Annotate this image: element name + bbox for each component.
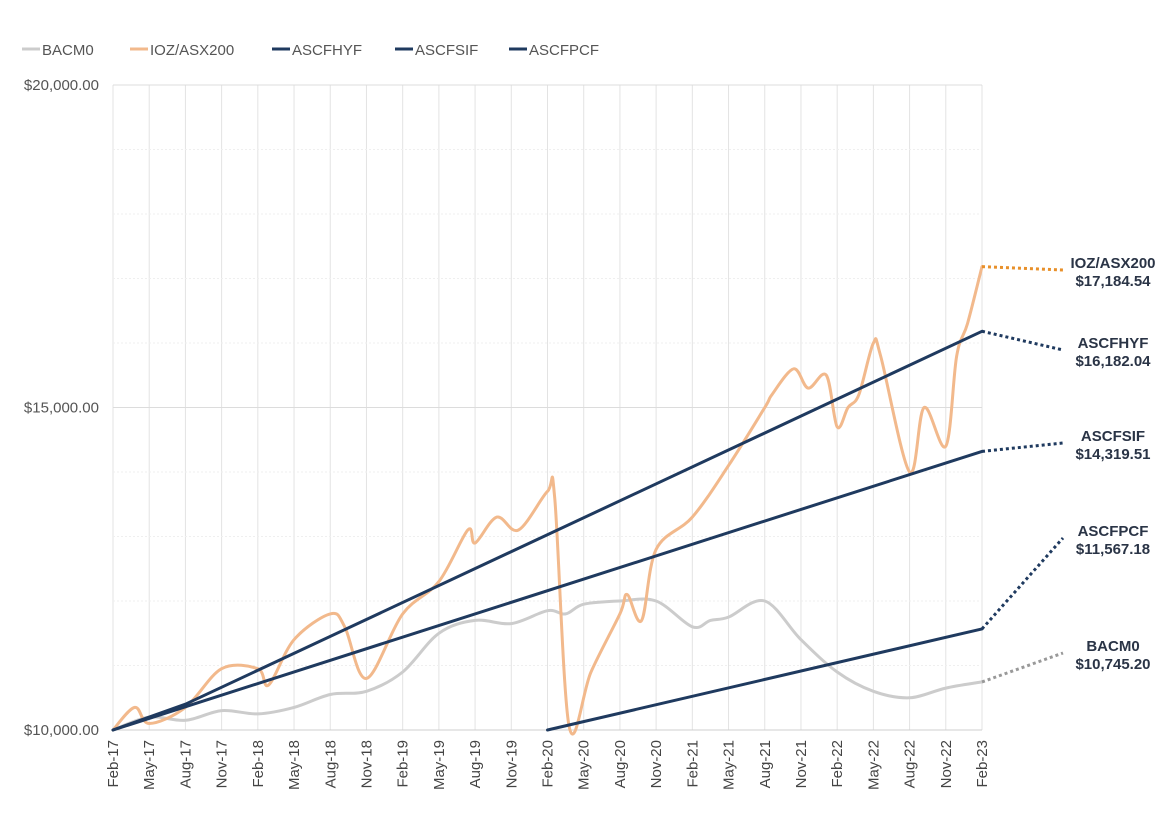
- annotation-label-bacm0: BACM0: [1086, 638, 1139, 655]
- annotation-leader-ascfpcf: [980, 537, 1065, 630]
- x-tick-label: Aug-20: [612, 740, 629, 788]
- annotation-value-ascfsif: $14,319.51: [1075, 446, 1150, 463]
- annotation-value-ascfpcf: $11,567.18: [1076, 541, 1150, 558]
- x-tick-label: May-21: [721, 740, 738, 790]
- y-tick-label: $20,000.00: [24, 77, 99, 94]
- legend-label-ascfpcf: ASCFPCF: [529, 42, 599, 59]
- series-line-ascfsif: [111, 449, 984, 732]
- legend: BACM0 IOZ/ASX200 ASCFHYF ASCFSIF ASCFPCF: [22, 42, 599, 59]
- x-tick-label: Feb-22: [829, 740, 846, 788]
- legend-label-ascfsif: ASCFSIF: [415, 42, 478, 59]
- x-tick-label: Aug-22: [902, 740, 919, 788]
- series-line-ioz-asx200: [111, 265, 984, 736]
- x-tick-label: Aug-19: [467, 740, 484, 788]
- series-lines: [111, 265, 984, 736]
- x-tick-label: Feb-23: [974, 740, 991, 788]
- annotation-label-ascfsif: ASCFSIF: [1081, 428, 1145, 445]
- x-tick-label: Nov-17: [214, 740, 231, 788]
- x-tick-label: Aug-17: [177, 740, 194, 788]
- y-axis: $20,000.00 $15,000.00 $10,000.00: [24, 77, 99, 739]
- y-tick-label: $10,000.00: [24, 722, 99, 739]
- end-annotations: IOZ/ASX200$17,184.54 ASCFHYF$16,182.04 ASC…: [980, 255, 1156, 684]
- annotation-label-ascfhyf: ASCFHYF: [1078, 335, 1149, 352]
- grid-lines: [112, 84, 983, 731]
- x-tick-label: Nov-18: [358, 740, 375, 788]
- x-tick-label: Feb-21: [684, 740, 701, 788]
- x-tick-label: Feb-17: [105, 740, 122, 788]
- annotation-leader-ascfsif: [981, 441, 1064, 453]
- annotation-value-ascfhyf: $16,182.04: [1075, 353, 1151, 370]
- annotation-value-bacm0: $10,745.20: [1075, 656, 1150, 673]
- x-tick-label: May-17: [141, 740, 158, 790]
- legend-label-bacm0: BACM0: [42, 42, 94, 59]
- annotation-leader-ioz-asx200: [981, 265, 1064, 272]
- x-tick-label: Nov-22: [938, 740, 955, 788]
- x-tick-label: May-20: [576, 740, 593, 790]
- x-tick-label: Nov-19: [503, 740, 520, 788]
- x-tick-label: Feb-18: [250, 740, 267, 788]
- x-tick-label: May-22: [865, 740, 882, 790]
- x-tick-label: Feb-19: [395, 740, 412, 788]
- legend-label-ascfhyf: ASCFHYF: [292, 42, 362, 59]
- x-tick-label: Aug-21: [757, 740, 774, 788]
- annotation-value-ioz-asx200: $17,184.54: [1075, 273, 1151, 290]
- annotation-label-ascfpcf: ASCFPCF: [1078, 523, 1149, 540]
- x-axis: Feb-17 May-17 Aug-17 Nov-17 Feb-18 May-18 Aug-…: [105, 729, 991, 790]
- x-tick-label: May-19: [431, 740, 448, 790]
- series-line-ascfpcf: [546, 627, 984, 732]
- legend-label-ioz-asx200: IOZ/ASX200: [150, 42, 234, 59]
- y-tick-label: $15,000.00: [24, 400, 99, 417]
- annotation-leader-bacm0: [981, 651, 1064, 684]
- annotation-label-ioz-asx200: IOZ/ASX200: [1070, 255, 1155, 272]
- x-tick-label: Aug-18: [322, 740, 339, 788]
- x-tick-label: Nov-21: [793, 740, 810, 788]
- x-tick-label: Feb-20: [540, 740, 557, 788]
- x-tick-label: Nov-20: [648, 740, 665, 788]
- x-tick-label: May-18: [286, 740, 303, 790]
- annotation-leader-ascfhyf: [981, 329, 1064, 352]
